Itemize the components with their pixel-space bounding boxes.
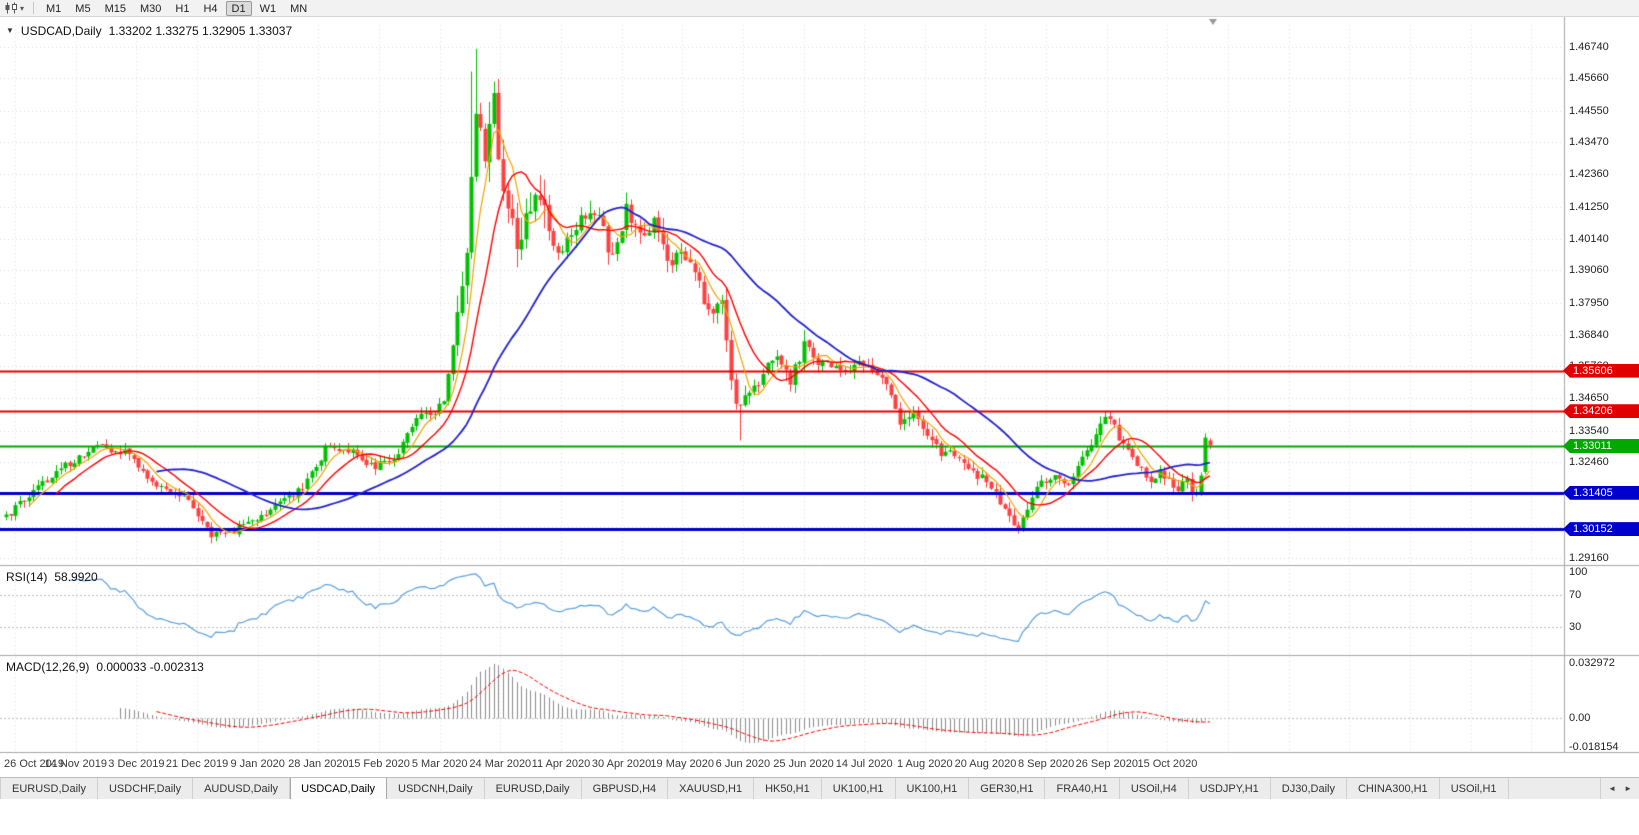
timeframe-button-m15[interactable]: M15 [104, 2, 126, 15]
date-axis-label: 26 Sep 2020 [1075, 758, 1138, 770]
date-axis-label: 20 Aug 2020 [954, 758, 1017, 770]
rsi-axis-label: 30 [1569, 620, 1582, 633]
timeframe-toolbar: ▾ M1 M5 M15 M30 H1 H4 D1 W1 MN [0, 0, 1639, 17]
date-axis-label: 14 Jul 2020 [835, 758, 893, 770]
date-axis-label: 26 Oct 2019 [4, 758, 64, 770]
price-axis-label: 1.44550 [1569, 104, 1609, 117]
price-line-badge[interactable]: 1.30152 [1563, 522, 1639, 537]
timeframe-button-h4[interactable]: H4 [203, 2, 218, 15]
tabs-scroll-right-button[interactable]: ► [1624, 784, 1632, 793]
chart-tabs-list: EURUSD,Daily USDCHF,Daily AUDUSD,Daily USDC… [0, 778, 1600, 799]
price-axis-label: 1.43470 [1569, 136, 1609, 149]
date-axis-label: 14 Nov 2019 [44, 758, 107, 770]
timeframe-button-mn[interactable]: MN [290, 2, 308, 15]
timeframe-button-m30[interactable]: M30 [139, 2, 162, 15]
price-axis-label: 1.37950 [1569, 296, 1609, 309]
price-axis-label: 1.40140 [1569, 232, 1609, 245]
chart-tab-usoil-h4[interactable]: USOil,H4 [1119, 778, 1189, 799]
rsi-axis-label: 70 [1569, 589, 1582, 602]
chart-window: ▼ USDCAD,Daily 1.33202 1.33275 1.32905 1… [0, 17, 1639, 777]
price-axis-label: 1.41250 [1569, 200, 1609, 213]
chart-tab-hk50-h1[interactable]: HK50,H1 [754, 778, 822, 799]
rsi-axis-label: 100 [1569, 566, 1588, 579]
date-axis-label: 8 Sep 2020 [1017, 758, 1075, 770]
tabs-scroll-controls: ◄ ► [1600, 778, 1639, 799]
macd-indicator-values: 0.000033 -0.002313 [96, 660, 204, 674]
rsi-indicator-value: 58.9920 [54, 570, 98, 584]
date-axis-label: 15 Feb 2020 [348, 758, 410, 770]
chart-tab-dj30-daily[interactable]: DJ30,Daily [1270, 778, 1347, 799]
date-axis-label: 24 Mar 2020 [469, 758, 532, 770]
date-axis-label: 15 Oct 2020 [1137, 758, 1198, 770]
chart-tab-xauusd-h1[interactable]: XAUUSD,H1 [668, 778, 755, 799]
price-axis-label: 1.42360 [1569, 168, 1609, 181]
chart-tabs-bar: EURUSD,Daily USDCHF,Daily AUDUSD,Daily USDC… [0, 777, 1639, 799]
chart-tab-ger30-h1[interactable]: GER30,H1 [969, 778, 1046, 799]
chart-tab-audusd-daily[interactable]: AUDUSD,Daily [193, 778, 291, 799]
macd-indicator-name: MACD(12,26,9) [6, 660, 90, 674]
timeframe-button-m5[interactable]: M5 [75, 2, 91, 15]
chart-tab-uk100-h1[interactable]: UK100,H1 [895, 778, 970, 799]
chart-ohlc-values: 1.33202 1.33275 1.32905 1.33037 [108, 24, 293, 38]
candlestick-glyph [5, 2, 17, 14]
price-axis-label: 1.39060 [1569, 264, 1609, 277]
price-axis-label: 1.32460 [1569, 456, 1609, 469]
toolbar-divider [33, 2, 35, 14]
date-axis-label: 25 Jun 2020 [773, 758, 834, 770]
macd-axis-label: 0.032972 [1569, 657, 1615, 669]
price-line-badge[interactable]: 1.33011 [1563, 439, 1639, 454]
price-axis-label: 1.33540 [1569, 424, 1609, 437]
chart-tab-eurusd-daily[interactable]: EURUSD,Daily [0, 778, 98, 799]
chart-tab-usdchf-daily[interactable]: USDCHF,Daily [97, 778, 194, 799]
date-axis-label: 21 Dec 2019 [165, 758, 229, 770]
chart-tab-usoil-h1[interactable]: USOil,H1 [1439, 778, 1509, 799]
chart-tab-usdjpy-h1[interactable]: USDJPY,H1 [1188, 778, 1271, 799]
rsi-panel-label: RSI(14) 58.9920 [6, 570, 98, 584]
price-axis-label: 1.29160 [1569, 551, 1609, 564]
timeframe-button-h1[interactable]: H1 [175, 2, 190, 15]
chart-tab-eurusd-daily[interactable]: EURUSD,Daily [484, 778, 582, 799]
timeframe-button-d1[interactable]: D1 [225, 0, 252, 16]
price-axis-label: 1.34650 [1569, 392, 1609, 405]
date-axis-label: 19 May 2020 [650, 758, 715, 770]
price-axis-label: 1.45660 [1569, 72, 1609, 85]
chart-tab-uk100-h1[interactable]: UK100,H1 [821, 778, 896, 799]
date-axis-label: 28 Jan 2020 [288, 758, 349, 770]
rsi-indicator-name: RSI(14) [6, 570, 48, 584]
date-axis-label: 3 Dec 2019 [108, 758, 165, 770]
chart-type-caret-icon[interactable]: ▾ [20, 3, 25, 13]
timeframe-button-w1[interactable]: W1 [259, 2, 277, 15]
tabs-scroll-left-button[interactable]: ◄ [1608, 784, 1617, 793]
date-axis-label: 5 Mar 2020 [411, 758, 468, 770]
price-axis-label: 1.36840 [1569, 328, 1609, 341]
date-axis-label: 11 Apr 2020 [531, 758, 591, 770]
date-axis-label: 9 Jan 2020 [230, 758, 285, 770]
chart-symbol-label: USDCAD,Daily [20, 24, 102, 38]
chart-tab-fra40-h1[interactable]: FRA40,H1 [1045, 778, 1120, 799]
chart-tab-china300-h1[interactable]: CHINA300,H1 [1346, 778, 1440, 799]
macd-axis-label: 0.00 [1569, 712, 1591, 725]
price-axis-label: 1.46740 [1569, 41, 1609, 54]
chart-type-icon[interactable] [4, 2, 19, 14]
date-axis-label: 1 Aug 2020 [896, 758, 953, 770]
date-axis-label: 30 Apr 2020 [591, 758, 652, 770]
chart-title: ▼ USDCAD,Daily 1.33202 1.33275 1.32905 1… [6, 24, 292, 38]
one-click-trading-icon[interactable]: ▼ [6, 26, 14, 35]
macd-panel-label: MACD(12,26,9) 0.000033 -0.002313 [6, 660, 204, 674]
timeframe-button-m1[interactable]: M1 [46, 2, 62, 15]
price-chart-canvas[interactable] [0, 17, 1639, 777]
chart-tab-gbpusd-h4[interactable]: GBPUSD,H4 [581, 778, 669, 799]
price-line-badge[interactable]: 1.35606 [1563, 363, 1639, 378]
macd-axis-label: -0.018154 [1569, 741, 1619, 753]
price-line-badge[interactable]: 1.34206 [1563, 404, 1639, 419]
timeframe-buttons-group: M1 M5 M15 M30 H1 H4 D1 W1 MN [40, 0, 313, 16]
chart-tab-usdcad-daily[interactable]: USDCAD,Daily [290, 778, 388, 799]
chart-tab-usdcnh-daily[interactable]: USDCNH,Daily [387, 778, 485, 799]
date-axis-label: 6 Jun 2020 [715, 758, 771, 770]
price-line-badge[interactable]: 1.31405 [1563, 485, 1639, 500]
